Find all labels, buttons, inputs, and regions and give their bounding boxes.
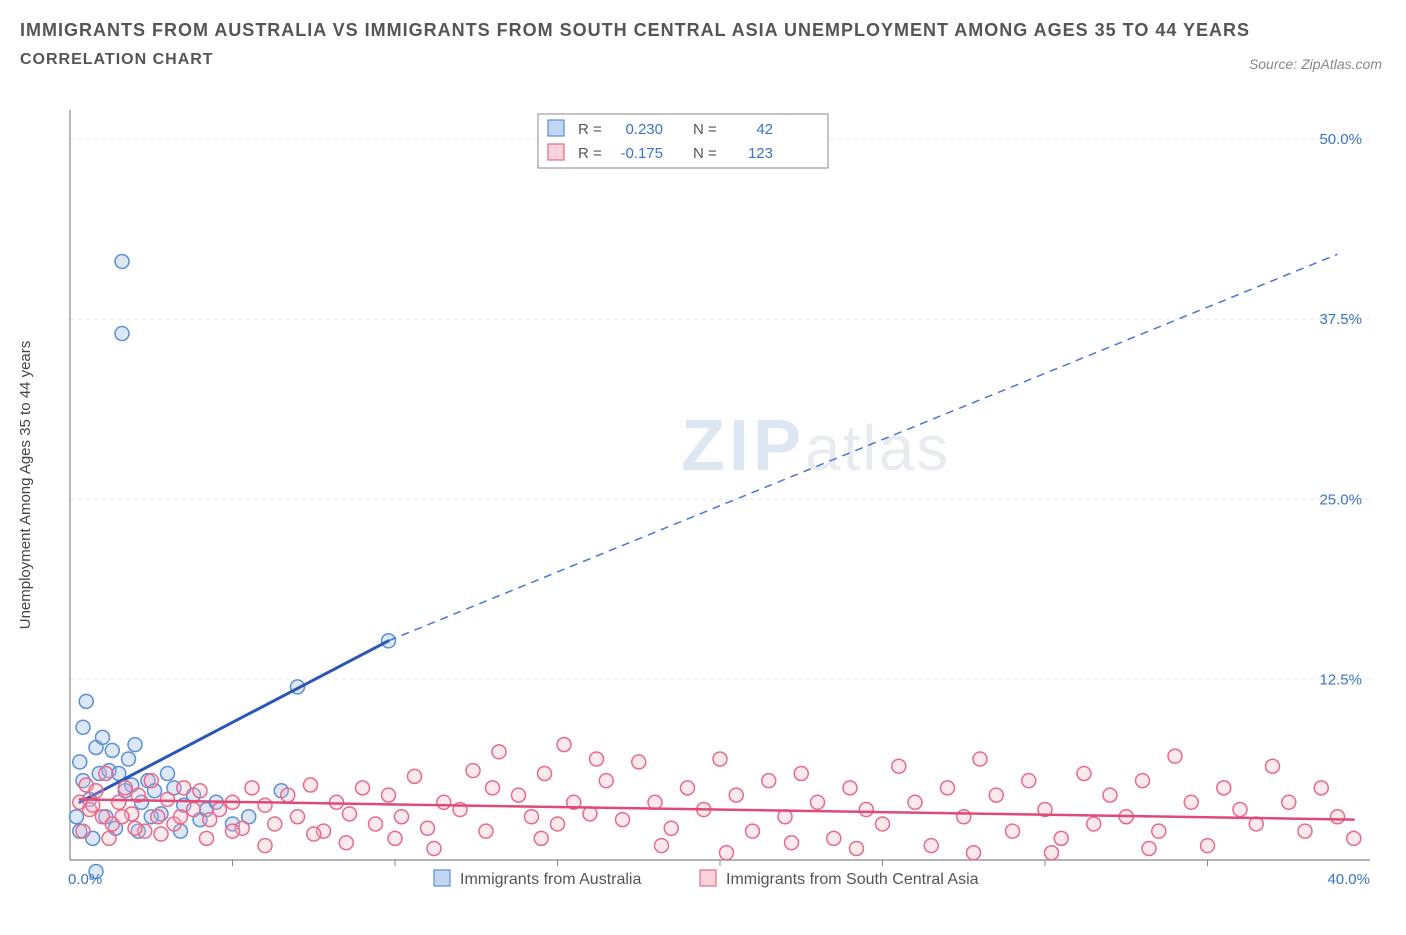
svg-text:Unemployment Among Ages 35 to: Unemployment Among Ages 35 to 44 years	[17, 341, 34, 630]
chart-title-line1: IMMIGRANTS FROM AUSTRALIA VS IMMIGRANTS …	[20, 20, 1386, 41]
correlation-chart: ZIPatlas 12.5% 25.0% 37.5% 50.0% 0.0% 40.0% Une…	[0, 100, 1406, 930]
svg-text:N =: N =	[693, 121, 717, 138]
chart-header: IMMIGRANTS FROM AUSTRALIA VS IMMIGRANTS …	[0, 0, 1406, 69]
chart-title-line2: CORRELATION CHART	[20, 51, 1386, 69]
svg-text:0.230: 0.230	[625, 121, 663, 138]
svg-text:50.0%: 50.0%	[1319, 131, 1362, 148]
svg-text:R =: R =	[578, 145, 602, 162]
svg-text:40.0%: 40.0%	[1327, 871, 1370, 888]
svg-text:-0.175: -0.175	[620, 145, 663, 162]
svg-text:25.0%: 25.0%	[1319, 491, 1362, 508]
svg-text:12.5%: 12.5%	[1319, 672, 1362, 689]
svg-text:Immigrants from Australia: Immigrants from Australia	[460, 871, 641, 888]
source-attribution: Source: ZipAtlas.com	[1249, 56, 1382, 72]
svg-text:ZIPatlas: ZIPatlas	[681, 406, 950, 486]
chart-svg: ZIPatlas 12.5% 25.0% 37.5% 50.0% 0.0% 40.0% Une…	[0, 100, 1406, 930]
svg-text:42: 42	[756, 121, 773, 138]
svg-text:N =: N =	[693, 145, 717, 162]
svg-text:123: 123	[748, 145, 773, 162]
svg-text:0.0%: 0.0%	[68, 871, 102, 888]
svg-text:37.5%: 37.5%	[1319, 311, 1362, 328]
svg-text:Immigrants from South Central: Immigrants from South Central Asia	[726, 871, 979, 888]
svg-text:R =: R =	[578, 121, 602, 138]
